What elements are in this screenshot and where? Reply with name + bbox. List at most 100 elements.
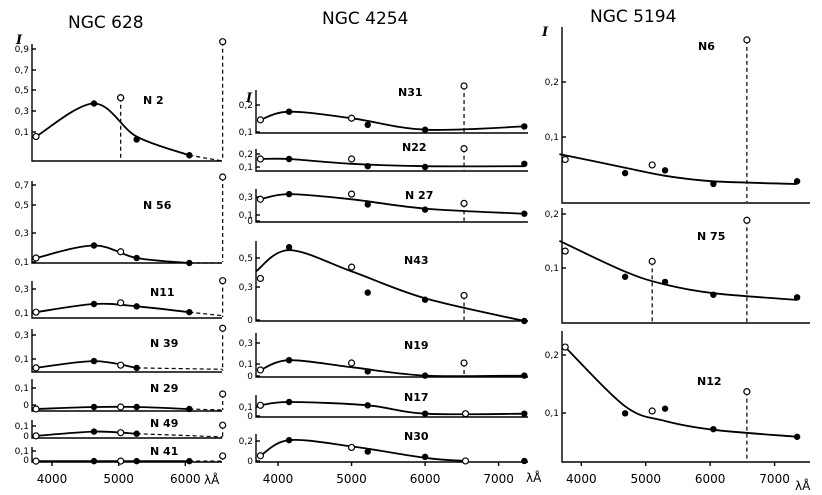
emission-point xyxy=(460,145,468,153)
series-curve xyxy=(559,239,798,301)
y-tick-label: 0,1 xyxy=(239,128,253,138)
series-curve xyxy=(35,244,190,264)
y-tick-label: 0,2 xyxy=(545,351,559,361)
filled-data-point xyxy=(186,152,193,159)
filled-data-point xyxy=(421,372,429,379)
panel-label: N30 xyxy=(404,430,429,443)
panel-n12: 0,2 0,1 N12 xyxy=(545,331,810,463)
open-data-point xyxy=(256,366,265,374)
column-title-ngc628: NGC 628 xyxy=(68,13,144,33)
y-tick-label: 0,1 xyxy=(15,422,29,432)
panel-axes xyxy=(561,331,810,463)
panel-label: N11 xyxy=(150,286,175,299)
series-curve xyxy=(35,302,190,314)
series-extrapolation xyxy=(136,433,223,438)
panel-axes xyxy=(561,208,810,324)
filled-data-point xyxy=(521,123,528,130)
filled-data-point xyxy=(90,428,98,435)
open-data-point xyxy=(561,247,569,255)
panel-axes xyxy=(255,149,528,172)
open-data-point xyxy=(561,155,569,164)
filled-data-point xyxy=(521,410,528,417)
open-data-point xyxy=(648,407,656,415)
filled-data-point xyxy=(133,403,140,411)
filled-data-point xyxy=(421,410,429,417)
y-tick-label: 0 xyxy=(247,316,253,326)
open-data-point xyxy=(461,410,470,418)
panel-label: N22 xyxy=(402,141,427,154)
filled-data-point xyxy=(661,405,669,412)
x-axis-label-col3: λÅ xyxy=(795,478,811,493)
open-data-point xyxy=(256,195,265,203)
y-tick-label: 0,5 xyxy=(15,86,29,96)
panel-n39: 0,3 0,1 N 39 xyxy=(15,324,227,373)
y-tick-label: 0 xyxy=(23,456,29,466)
panel-axes xyxy=(31,379,222,412)
panel-n27: 0,3 0,10 N 27 xyxy=(239,189,528,227)
y-tick-label: 0,9 xyxy=(15,45,30,55)
filled-data-point xyxy=(421,206,429,213)
y-tick-label: 0 xyxy=(23,432,29,442)
y-tick-label: 0,1 xyxy=(15,258,29,268)
y-tick-label: 0,2 xyxy=(239,437,253,447)
panel-label: N 29 xyxy=(150,382,178,395)
open-data-point xyxy=(256,274,265,283)
y-tick-label: 0,1 xyxy=(545,264,559,274)
y-tick-label: 0,3 xyxy=(15,331,29,341)
panel-axes xyxy=(255,189,528,223)
column-title-ngc4254: NGC 4254 xyxy=(322,9,408,29)
y-tick-label: 0,5 xyxy=(239,254,253,264)
y-tick-label: 0,1 xyxy=(15,309,29,319)
y-axis-label-col3: I xyxy=(541,25,549,40)
open-data-point xyxy=(117,403,125,411)
emission-point xyxy=(460,291,468,300)
panel-axes xyxy=(31,447,222,463)
open-data-point xyxy=(256,116,265,124)
open-data-point xyxy=(32,364,40,372)
panel-label: N 27 xyxy=(405,189,433,202)
y-tick-label: 0,2 xyxy=(545,210,559,220)
y-tick-label: 0,1 xyxy=(545,409,559,419)
filled-data-point xyxy=(133,254,140,262)
filled-data-point xyxy=(661,167,669,174)
y-tick-label: 0,3 xyxy=(15,107,29,117)
y-tick-label: 0 xyxy=(247,217,253,227)
filled-data-point xyxy=(364,368,371,375)
filled-data-point xyxy=(90,457,98,465)
panel-n49: 0,10 N 49 xyxy=(15,417,227,442)
filled-data-point xyxy=(710,291,717,298)
panel-n6: 0,2 0,1 N6 xyxy=(545,27,810,204)
series-curve xyxy=(260,401,525,416)
filled-data-point xyxy=(285,357,293,364)
filled-data-point xyxy=(521,317,528,325)
x-axis-label-col2: λÅ xyxy=(526,470,542,485)
y-tick-label: 0 xyxy=(23,401,29,411)
filled-data-point xyxy=(133,457,140,465)
panels-layer: 0,9 0,7 0,5 0,3 0,1 N 2 0,7 0,5 0,3 0,1 N 56 0,3 0,1… xyxy=(15,27,810,486)
panel-axes xyxy=(31,281,222,319)
open-data-point xyxy=(117,361,125,369)
y-tick-label: 0 xyxy=(247,457,253,467)
open-data-point xyxy=(117,248,125,256)
x-tick-label: 7000 xyxy=(759,472,790,486)
panel-axes xyxy=(561,27,810,204)
filled-data-point xyxy=(133,430,140,437)
open-data-point xyxy=(347,114,356,122)
panel-n56: 0,7 0,5 0,3 0,1 N 56 xyxy=(15,173,227,268)
y-tick-label: 0 xyxy=(247,372,253,382)
y-axis-label-col1: I xyxy=(15,33,23,48)
emission-point xyxy=(743,216,751,224)
panel-label: N 2 xyxy=(143,94,164,107)
open-data-point xyxy=(32,457,40,465)
emission-point xyxy=(219,421,227,429)
panel-n17: 0,10 N17 xyxy=(239,391,528,422)
emission-point xyxy=(219,38,227,46)
y-tick-label: 0 xyxy=(247,412,253,422)
y-tick-label: 0,1 xyxy=(239,211,253,221)
filled-data-point xyxy=(710,425,717,433)
filled-data-point xyxy=(421,126,429,133)
open-data-point xyxy=(32,308,40,316)
emission-point xyxy=(743,388,751,396)
open-data-point xyxy=(32,432,40,440)
